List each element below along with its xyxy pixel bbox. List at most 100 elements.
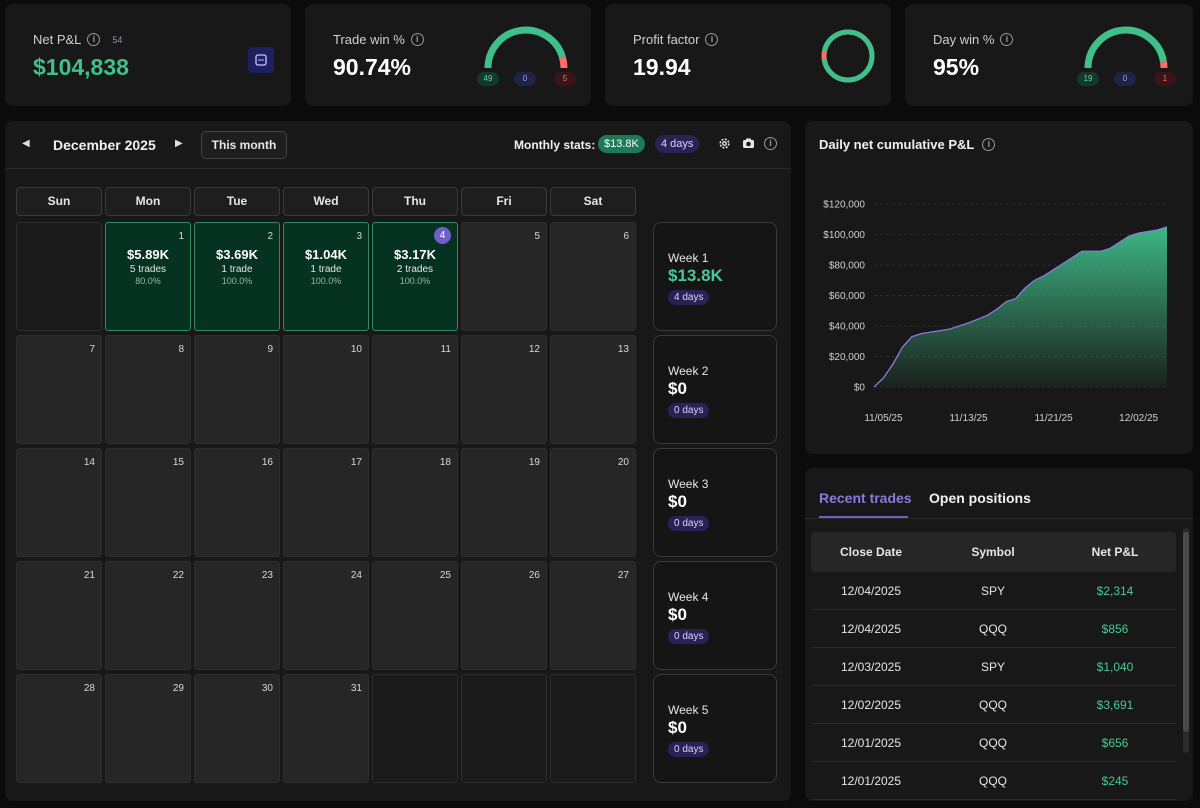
table-row[interactable]: 12/03/2025 SPY $1,040 [811,648,1176,686]
profit-factor-label: Profit factor [633,32,700,47]
calendar-day-28[interactable]: 28 [16,674,102,783]
calendar-day-11[interactable]: 11 [372,335,458,444]
calendar-day-10[interactable]: 10 [283,335,369,444]
prev-month-arrow-icon[interactable]: ◀ [22,138,30,149]
week-days-badge: 0 days [668,742,710,757]
info-icon[interactable]: i [982,138,996,151]
trades-scrollbar[interactable] [1183,528,1189,753]
calendar-day-26[interactable]: 26 [461,561,547,670]
calendar-day-13[interactable]: 13 [550,335,636,444]
settings-gear-icon[interactable] [718,137,731,150]
calendar-day-8[interactable]: 8 [105,335,191,444]
monthly-pnl-badge: $13.8K [598,135,645,153]
column-header-symbol[interactable]: Symbol [971,545,1015,559]
calendar-day-6[interactable]: 6 [550,222,636,331]
camera-icon[interactable] [742,137,755,150]
calendar-day-16[interactable]: 16 [194,448,280,557]
monthly-stats-label: Monthly stats: [514,138,596,152]
day-number: 12 [528,344,540,355]
day-number: 28 [83,683,95,694]
calendar-day-12[interactable]: 12 [461,335,547,444]
calendar-day-22[interactable]: 22 [105,561,191,670]
table-row[interactable]: 12/04/2025 SPY $2,314 [811,572,1176,610]
day-number: 23 [261,570,273,581]
table-row[interactable]: 12/01/2025 QQQ $656 [811,724,1176,762]
week-days-badge: 0 days [668,403,710,418]
day-number: 6 [623,231,629,242]
week-summary-4[interactable]: Week 4 $0 0 days [653,561,777,670]
calendar-day-27[interactable]: 27 [550,561,636,670]
calendar-day-4[interactable]: 4 $3.17K 2 trades 100.0% [372,222,458,331]
column-header-net-pnl[interactable]: Net P&L [1091,545,1139,559]
next-month-arrow-icon[interactable]: ▶ [175,138,183,149]
calendar-day-23[interactable]: 23 [194,561,280,670]
calendar-day-24[interactable]: 24 [283,561,369,670]
y-tick-label: $0 [854,383,866,394]
day-number: 8 [178,344,184,355]
trades-table-header: Close Date Symbol Net P&L [811,532,1176,572]
day-win-value: 95% [933,54,980,80]
close-date-cell: 12/03/2025 [840,660,902,674]
day-pnl: $5.89K [127,247,169,262]
calendar-day-21[interactable]: 21 [16,561,102,670]
gauge-loss-arc [559,56,568,69]
day-number: 17 [350,457,362,468]
trade-count-badge: 54 [112,34,123,45]
tab-recent-trades[interactable]: Recent trades [819,490,912,506]
calendar-day-7[interactable]: 7 [16,335,102,444]
symbol-cell: SPY [980,584,1005,598]
table-row[interactable]: 12/01/2025 QQQ $245 [811,762,1176,800]
week-label: Week 5 [668,703,709,717]
day-number: 9 [267,344,273,355]
calendar-day-1[interactable]: 1 $5.89K 5 trades 80.0% [105,222,191,331]
table-row[interactable]: 12/02/2025 QQQ $3,691 [811,686,1176,724]
week-summary-2[interactable]: Week 2 $0 0 days [653,335,777,444]
monthly-days-badge: 4 days [655,135,700,153]
breakeven-badge: 0 [1114,72,1136,86]
calendar-day-31[interactable]: 31 [283,674,369,783]
scrollbar-thumb[interactable] [1183,532,1189,732]
cumulative-pnl-area [874,226,1167,387]
week-summary-1[interactable]: Week 1 $13.8K 4 days [653,222,777,331]
gauge-win-arc [1084,26,1167,69]
calendar-day-3[interactable]: 3 $1.04K 1 trade 100.0% [283,222,369,331]
losses-badge: 5 [554,72,576,86]
calendar-day-30[interactable]: 30 [194,674,280,783]
calendar-day-19[interactable]: 19 [461,448,547,557]
day-trade-count: 2 trades [396,264,434,275]
calendar-day-5[interactable]: 5 [461,222,547,331]
calendar-day-14[interactable]: 14 [16,448,102,557]
day-number: 3 [356,231,362,242]
calendar-day-25[interactable]: 25 [372,561,458,670]
profit-factor-ring [821,29,875,83]
net-pnl-cell: $3,691 [1096,698,1134,712]
gauge-win-arc [484,26,566,69]
trade-win-label: Trade win % [333,32,405,47]
info-icon[interactable]: i [1000,33,1014,46]
info-icon[interactable]: i [764,137,777,150]
calendar-day-17[interactable]: 17 [283,448,369,557]
calendar-day-empty [372,674,458,783]
calendar-day-15[interactable]: 15 [105,448,191,557]
week-summary-5[interactable]: Week 5 $0 0 days [653,674,777,783]
table-row[interactable]: 12/04/2025 QQQ $856 [811,610,1176,648]
calendar-day-18[interactable]: 18 [372,448,458,557]
calendar-day-9[interactable]: 9 [194,335,280,444]
kpi-label: Net P&L i 54 [33,32,122,47]
tab-open-positions[interactable]: Open positions [929,490,1031,506]
weekday-header: Sat [550,187,636,216]
info-icon[interactable]: i [705,33,719,46]
calendar-day-29[interactable]: 29 [105,674,191,783]
chart-title-text: Daily net cumulative P&L [819,137,975,152]
trades-card: Recent trades Open positions Close Date … [805,468,1193,801]
calendar-day-20[interactable]: 20 [550,448,636,557]
day-number: 11 [440,344,451,355]
this-month-button[interactable]: This month [201,131,287,159]
kpi-label: Profit factor i [633,32,719,47]
week-summary-3[interactable]: Week 3 $0 0 days [653,448,777,557]
column-header-close-date[interactable]: Close Date [839,545,903,559]
calculator-icon[interactable] [248,47,274,73]
calendar-day-2[interactable]: 2 $3.69K 1 trade 100.0% [194,222,280,331]
info-icon[interactable]: i [87,33,101,46]
info-icon[interactable]: i [410,33,424,46]
